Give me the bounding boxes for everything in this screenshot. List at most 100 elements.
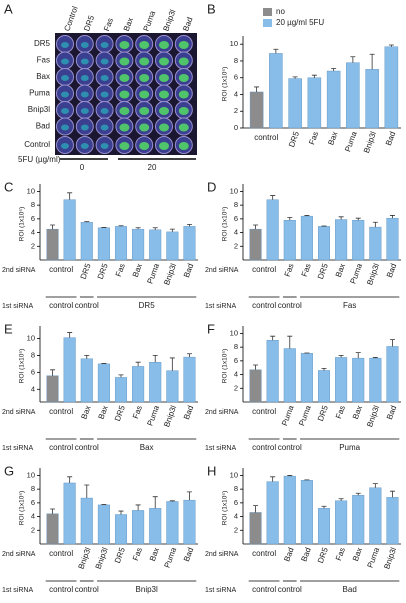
- bar: [386, 217, 399, 261]
- x-tick-label: Puma: [280, 404, 296, 427]
- group-label: control: [278, 301, 302, 310]
- column-label: Fas: [102, 17, 115, 33]
- error-bar: [388, 44, 394, 47]
- y-axis-label: ROI (1x10⁵): [222, 491, 229, 525]
- error-bar: [355, 217, 361, 221]
- error-bar: [253, 505, 259, 513]
- group-label: DR5: [139, 301, 156, 310]
- y-tick-label: 4: [234, 512, 238, 521]
- error-bar: [292, 76, 298, 79]
- group-label: Bnip3l: [136, 585, 158, 594]
- y-axis-label: ROI (1x10⁵): [19, 491, 26, 525]
- bar: [249, 512, 262, 545]
- error-bar: [321, 505, 327, 509]
- y-tick-label: 4: [31, 384, 35, 393]
- bar: [269, 53, 283, 129]
- error-bar: [67, 332, 73, 338]
- bar: [80, 497, 93, 545]
- y-tick-label: 6: [234, 214, 238, 223]
- y-tick-label: 2: [234, 241, 238, 250]
- y-tick-label: 8: [234, 484, 238, 493]
- x-tick-label: Fas: [131, 404, 144, 420]
- well-signal: [139, 74, 150, 82]
- error-bar: [84, 221, 90, 223]
- group-label: Bad: [343, 585, 357, 594]
- x-tick-label: control: [254, 133, 278, 142]
- bar: [46, 375, 59, 403]
- x-tick-label: Bad: [385, 262, 398, 278]
- bar: [132, 510, 145, 545]
- x-tick-label: DR5: [316, 404, 330, 423]
- bar: [369, 226, 382, 261]
- well-signal: [61, 42, 69, 48]
- bar: [352, 220, 365, 261]
- bar: [114, 377, 128, 403]
- group-label: control: [75, 301, 99, 310]
- well-signal: [100, 75, 109, 81]
- panel-letter: B: [207, 1, 216, 16]
- group-label: control: [49, 443, 73, 452]
- row-label: 2nd siRNA: [2, 409, 36, 416]
- x-tick-label: Bad: [182, 546, 195, 562]
- error-bar: [152, 227, 158, 230]
- well-signal: [100, 108, 109, 114]
- x-tick-label: control: [252, 407, 276, 416]
- bar: [97, 227, 110, 261]
- error-bar: [50, 508, 56, 514]
- y-tick-label: 8: [31, 350, 35, 359]
- error-bar: [287, 335, 293, 349]
- row-label: 1st siRNA: [2, 587, 33, 594]
- error-bar: [253, 224, 259, 230]
- x-tick-label: Bax: [148, 546, 161, 562]
- well-signal: [61, 124, 69, 131]
- row-label: 1st siRNA: [205, 303, 236, 310]
- y-tick-label: 6: [31, 498, 35, 507]
- y-axis-label: ROI (1x10⁵): [19, 349, 26, 383]
- error-bar: [287, 217, 293, 221]
- error-bar: [186, 353, 192, 358]
- x-tick-label: Puma: [343, 130, 359, 153]
- bar: [166, 501, 179, 545]
- group-label: control: [49, 301, 73, 310]
- error-bar: [338, 498, 344, 501]
- bar: [63, 482, 76, 545]
- well-signal: [80, 75, 89, 81]
- bar: [249, 228, 262, 261]
- bar: [183, 499, 196, 545]
- y-tick-label: 2: [31, 241, 35, 250]
- x-tick-label: Bnip3l: [94, 546, 110, 570]
- column-label: Bad: [181, 16, 194, 32]
- error-bar: [338, 354, 344, 358]
- error-bar: [270, 335, 276, 341]
- y-tick-label: 4: [234, 370, 238, 379]
- error-bar: [118, 374, 124, 378]
- dose-label: 20: [148, 163, 157, 172]
- error-bar: [152, 496, 158, 509]
- x-tick-label: Fas: [300, 262, 313, 278]
- error-bar: [321, 368, 327, 371]
- error-bar: [50, 369, 56, 376]
- row-label: 1st siRNA: [205, 445, 236, 452]
- bar: [288, 78, 302, 129]
- bar: [300, 353, 313, 403]
- bar: [114, 514, 128, 545]
- well-signal: [178, 142, 189, 150]
- bar: [386, 497, 399, 545]
- y-tick-label: 2: [234, 106, 238, 115]
- bar: [335, 500, 348, 545]
- x-tick-label: Bad: [182, 404, 195, 420]
- x-tick-label: Fas: [283, 262, 296, 278]
- well-signal: [80, 108, 89, 114]
- panel-letter: H: [207, 463, 216, 478]
- error-bar: [355, 492, 361, 496]
- y-tick-label: 6: [31, 214, 35, 223]
- group-label: Bax: [140, 443, 154, 452]
- row-label: Bad: [36, 122, 50, 131]
- bar: [317, 226, 331, 261]
- bar: [249, 91, 264, 129]
- x-tick-label: DR5: [113, 546, 127, 565]
- well-signal: [119, 90, 130, 99]
- y-tick-label: 6: [31, 367, 35, 376]
- x-tick-label: Bax: [131, 262, 144, 278]
